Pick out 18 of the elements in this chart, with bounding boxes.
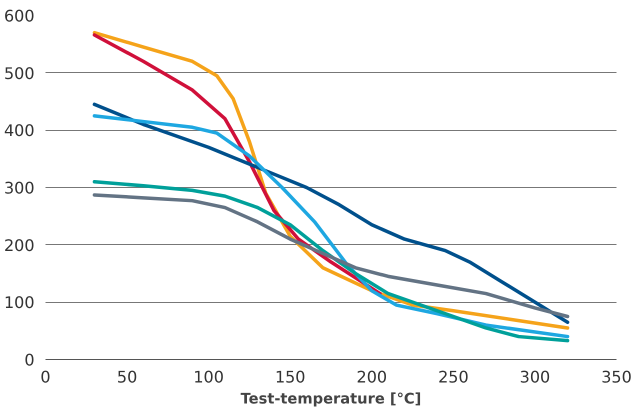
x-tick-label: 50 (116, 368, 138, 386)
y-tick-label: 0 (24, 350, 35, 370)
y-tick-label: 200 (4, 236, 35, 255)
y-tick-label: 400 (4, 121, 35, 140)
x-tick-label: 250 (438, 368, 469, 386)
line-series (92, 180, 570, 342)
y-tick-label: 500 (4, 64, 35, 83)
x-tick-label: 200 (356, 368, 388, 386)
line-series (92, 193, 570, 318)
y-tick-label: 600 (4, 6, 35, 26)
x-axis-title: Test-temperature [°C] (240, 390, 422, 408)
x-tick-label: 300 (520, 368, 550, 386)
x-tick-label: 350 (601, 368, 632, 386)
x-tick-label: 0 (40, 368, 51, 386)
y-tick-label: 100 (4, 293, 35, 312)
y-tick-label: 300 (4, 178, 35, 198)
x-tick-label: 100 (193, 368, 224, 386)
x-tick-label: 150 (274, 368, 306, 386)
